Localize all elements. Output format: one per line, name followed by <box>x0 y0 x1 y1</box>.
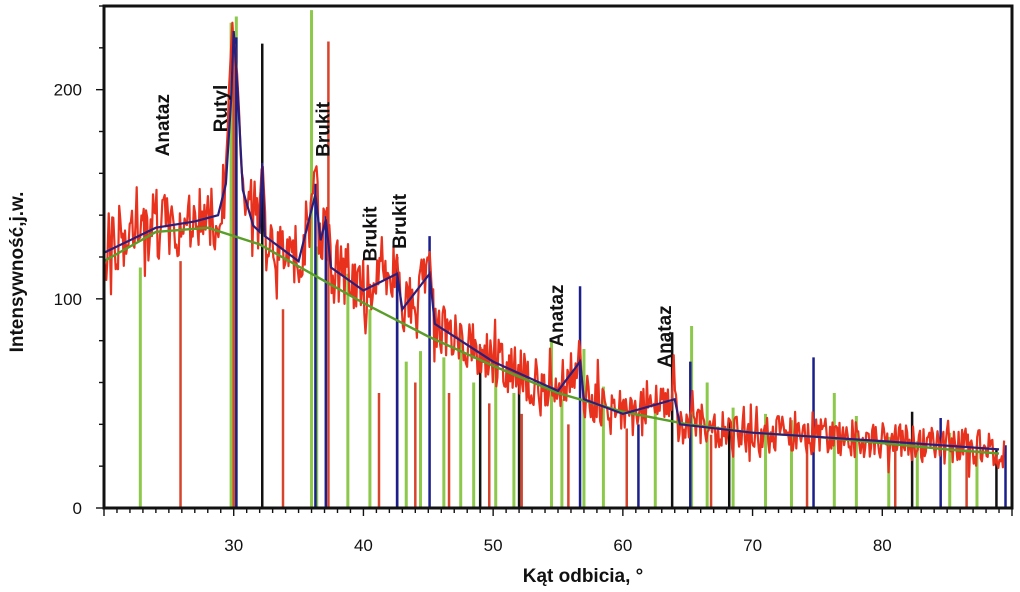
x-tick-label: 30 <box>224 536 243 555</box>
measured-line <box>102 21 1006 478</box>
phase-label: Brukit <box>314 101 335 157</box>
phase-label: Rutyl <box>211 85 232 133</box>
y-tick-label: 0 <box>73 499 82 518</box>
y-tick-label: 200 <box>54 81 82 100</box>
x-axis-title: Kąt odbicia, ° <box>523 566 644 587</box>
phase-label: Brukit <box>360 206 381 262</box>
x-tick-label: 80 <box>873 536 892 555</box>
measured-pattern <box>102 21 1006 478</box>
fitted-curves <box>103 31 1000 455</box>
phase-label: Anataz <box>655 305 676 367</box>
phase-label: Brukit <box>390 193 411 249</box>
axis-ticks: 30 40 50 60 70 80 0 100 200 <box>54 5 1013 555</box>
x-tick-label: 70 <box>743 536 762 555</box>
y-axis-title: Intensywność,j.w. <box>7 192 28 353</box>
phase-labels: Anataz Rutyl Brukit Brukit Brukit Anataz Anata… <box>153 85 676 368</box>
phase-label: Anataz <box>547 284 568 346</box>
x-tick-label: 60 <box>613 536 632 555</box>
phase-label: Anataz <box>153 94 174 156</box>
x-tick-label: 40 <box>354 536 373 555</box>
fit-curve <box>103 31 1000 451</box>
y-tick-label: 100 <box>54 290 82 309</box>
x-tick-label: 50 <box>484 536 503 555</box>
